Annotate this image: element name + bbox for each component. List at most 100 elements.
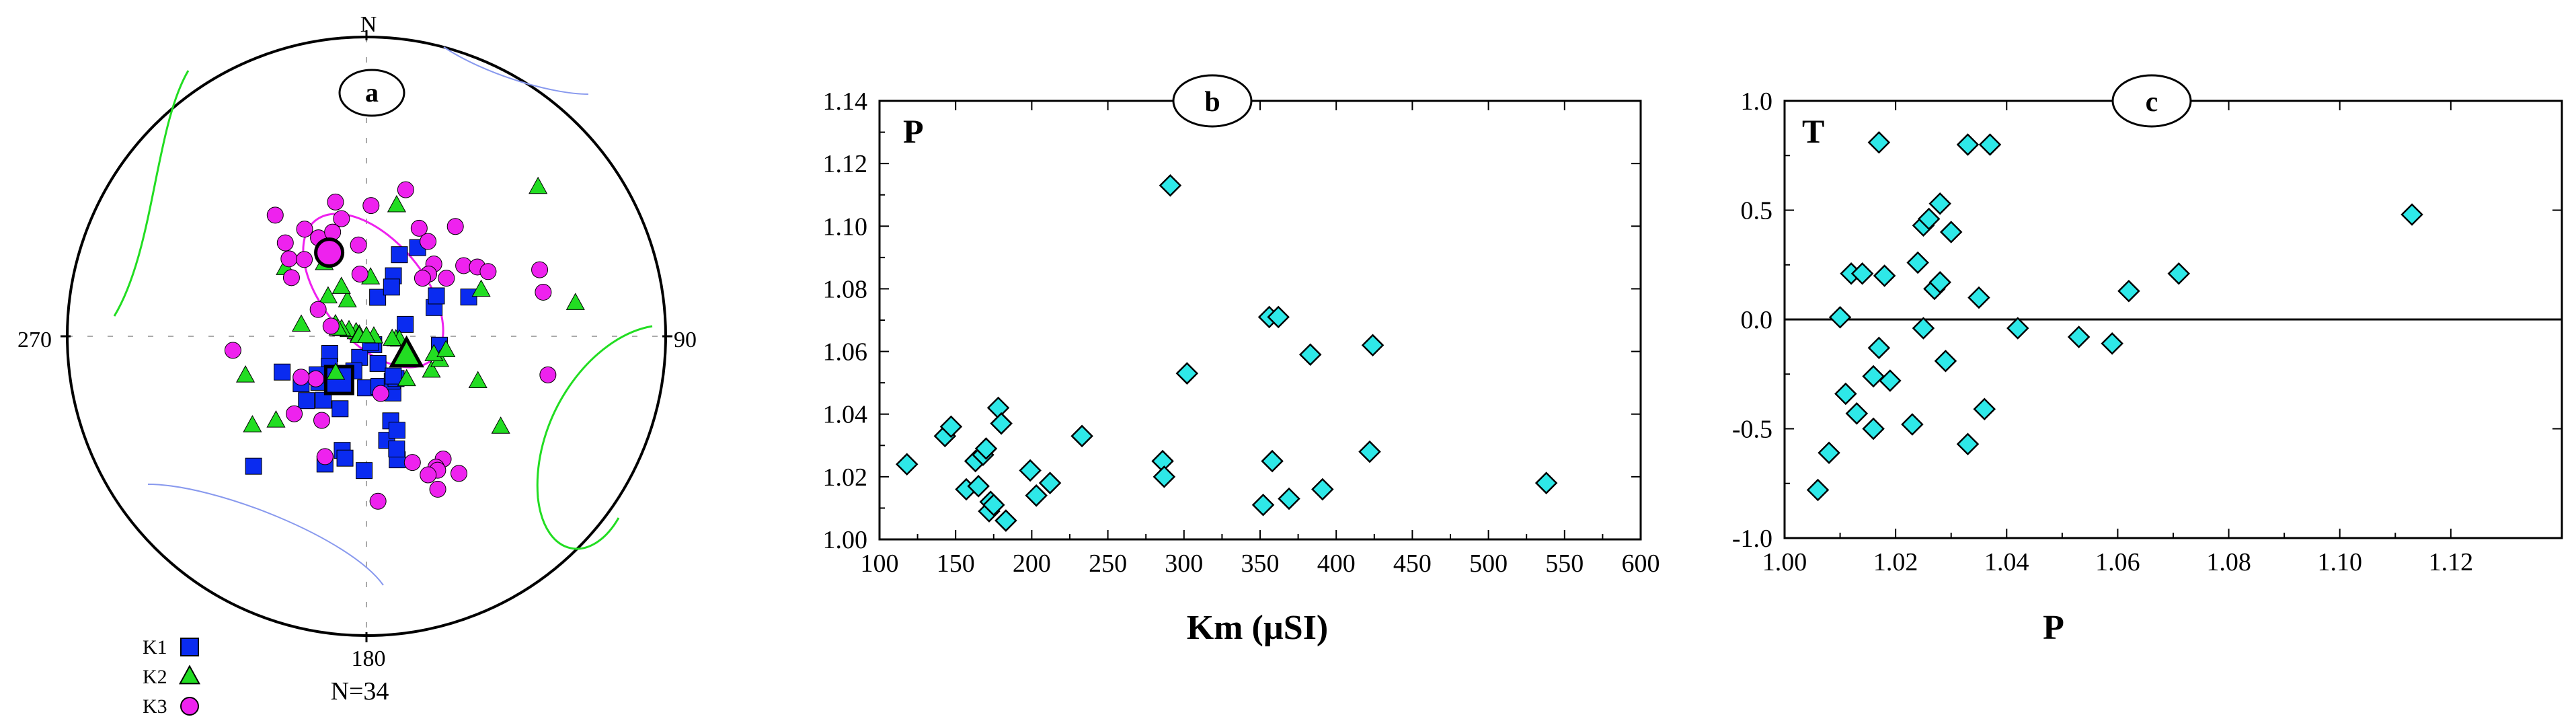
panel-c-point (1967, 286, 1990, 309)
k3-point (351, 265, 368, 282)
k3-point (282, 269, 300, 287)
panel-b-ytick-label: 1.06 (823, 338, 868, 367)
panel-c-point (1879, 369, 1902, 392)
panel-b-xtick-label: 350 (1241, 549, 1280, 578)
panel-c-ytick-label: 1.0 (1741, 87, 1773, 116)
k3-point (292, 369, 310, 386)
south-label: 180 (352, 646, 386, 671)
panel-c-axes: 1.00 1.02 1.04 1.06 1.08 1.10 1.12 -1.0 -0.5 0.0 0… (1732, 87, 2562, 576)
k3-point (539, 366, 557, 383)
panel-b-xtick-label: 100 (861, 549, 899, 578)
k2-point (387, 194, 406, 213)
k1-point (298, 392, 315, 410)
panel-c-point (1901, 413, 1924, 436)
stereonet-points (224, 176, 585, 510)
k3-point (531, 261, 549, 278)
k2-point (292, 314, 311, 332)
k2-point (383, 328, 402, 346)
panel-a-label: a (365, 77, 379, 108)
k2-confidence-ellipse-east (536, 325, 653, 550)
panel-c-points (1806, 130, 2423, 502)
panel-c-point (1873, 264, 1896, 287)
k3-point (266, 206, 284, 224)
legend-label-k3: K3 (143, 695, 167, 718)
k3-point (296, 221, 313, 238)
k3-point (322, 317, 340, 335)
panel-c-xtick-label: 1.10 (2317, 548, 2362, 576)
panel-b-label-bubble (1172, 74, 1253, 128)
panel-b-xtick-label: 600 (1622, 549, 1660, 578)
panel-c-point (1917, 207, 1941, 231)
k1-point (336, 449, 354, 467)
panel-c-point (1862, 365, 1885, 388)
panel-b-point (1175, 362, 1199, 385)
panel-c-xlabel: P (2043, 609, 2064, 647)
panel-b-point (967, 475, 990, 498)
east-label: 90 (674, 328, 697, 352)
panel-c-point (2067, 326, 2091, 348)
panel-b-ytick-label: 1.10 (823, 213, 868, 241)
k1-point (245, 457, 262, 475)
panel-b-point (895, 453, 919, 476)
panel-c-point (1862, 417, 1885, 441)
k1-point (460, 289, 477, 306)
panel-c-xtick-label: 1.00 (1762, 548, 1807, 576)
panel-b-point (1153, 465, 1176, 488)
panel-b-xtick-label: 200 (1013, 549, 1051, 578)
panel-b-xtick-label: 150 (937, 549, 975, 578)
panel-b-points (895, 174, 1558, 532)
k1-point (369, 289, 387, 306)
panel-b-point (1070, 424, 1093, 448)
panel-b-point (1361, 334, 1384, 357)
panel-b-point (939, 415, 963, 439)
panel-c-ytick-label: -1.0 (1732, 525, 1772, 553)
panel-c-point (1973, 397, 1996, 421)
k1-point (356, 462, 373, 480)
panel-b-point (1358, 440, 1381, 463)
panel-b-axes: 100 150 200 250 300 350 400 450 500 550 600 1.00 1.0… (823, 87, 1660, 578)
panel-c-ytick-label: 0.0 (1741, 306, 1773, 334)
k2-point (422, 360, 441, 378)
panel-c-xtick-label: 1.02 (1873, 548, 1918, 576)
k3-point (316, 448, 334, 465)
panel-c-point (2006, 317, 2029, 340)
panel-b-point (1038, 471, 1062, 494)
panel-c-ylabel: T (1802, 112, 1824, 150)
panel-b-point (1019, 459, 1042, 482)
panel-b-point (1251, 494, 1275, 517)
count-label: N=34 (331, 677, 389, 706)
k3-point (410, 219, 428, 237)
panel-c-scatter: 1.00 1.02 1.04 1.06 1.08 1.10 1.12 -1.0 -0.5 0.0 0… (1732, 74, 2563, 647)
panel-c-label: c (2146, 87, 2158, 118)
legend-label-k1: K1 (143, 636, 167, 658)
panel-b-ytick-label: 1.04 (823, 401, 868, 429)
panel-c-point (1978, 133, 2002, 156)
k2-point (491, 416, 510, 434)
panel-b-ytick-label: 1.14 (823, 87, 868, 116)
panel-c-xtick-label: 1.04 (1984, 548, 2029, 576)
panel-c-point (2101, 332, 2123, 355)
panel-b-xtick-label: 450 (1393, 549, 1432, 578)
panel-b-point (994, 509, 1017, 532)
k1-confidence-ellipse-north (443, 46, 589, 95)
k3-point (350, 236, 367, 254)
k3-point (429, 480, 446, 498)
panel-c-point (1956, 432, 1980, 456)
panel-b-xlabel: Km (µSI) (1187, 609, 1329, 647)
panel-c-point (1956, 133, 1980, 156)
panel-c-point (1806, 478, 1830, 502)
k3-point (438, 270, 455, 287)
panel-b-ytick-label: 1.00 (823, 526, 868, 554)
k1-point (388, 441, 405, 458)
panel-b-point (986, 396, 1010, 420)
k3-point (479, 263, 497, 280)
k2-point (436, 340, 456, 357)
panel-c-point (1939, 221, 1963, 243)
k1-point (369, 354, 387, 372)
k1-point (388, 422, 405, 439)
k3-point (286, 405, 303, 422)
panel-c-xtick-label: 1.08 (2206, 548, 2251, 576)
k1-point (391, 246, 408, 264)
panel-b-ytick-label: 1.08 (823, 275, 868, 303)
